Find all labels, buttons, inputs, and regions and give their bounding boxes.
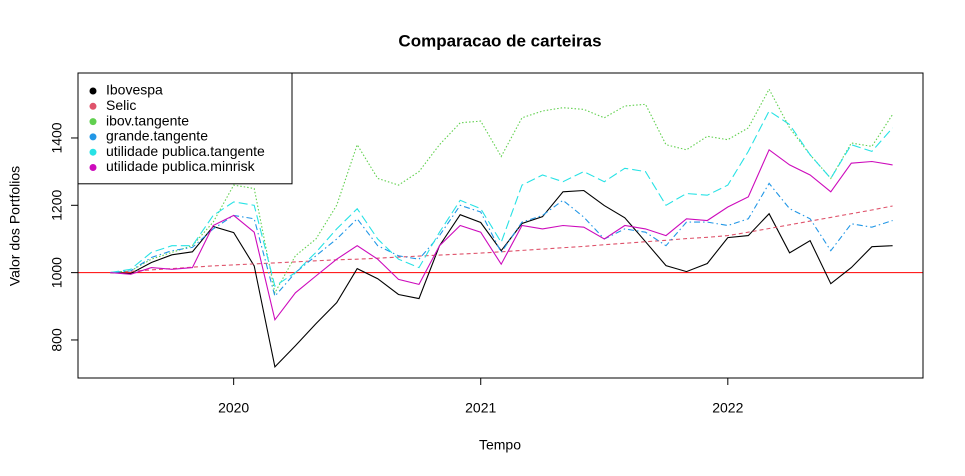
series-line xyxy=(110,189,893,369)
series-line xyxy=(110,148,893,322)
plot-area xyxy=(78,88,923,369)
legend-marker xyxy=(89,118,97,126)
y-axis-label: Valor dos Portfolios xyxy=(7,166,23,286)
y-tick-label: 1400 xyxy=(49,122,65,153)
legend-box xyxy=(77,72,293,185)
legend-marker xyxy=(89,164,97,171)
legend-label: Ibovespa xyxy=(106,82,163,98)
legend-marker xyxy=(89,102,97,110)
chart-title: Comparacao de carteiras xyxy=(398,31,601,50)
legend-label: Selic xyxy=(106,97,136,113)
legend-marker xyxy=(89,133,97,141)
series-line xyxy=(110,88,894,295)
y-tick-label: 800 xyxy=(49,328,65,352)
x-axis-label: Tempo xyxy=(479,437,521,453)
legend-label: utilidade publica.tangente xyxy=(106,143,265,159)
legend-marker xyxy=(89,148,97,156)
series-line xyxy=(110,205,893,274)
legend-label: grande.tangente xyxy=(106,128,208,144)
series-line xyxy=(110,182,893,298)
legend-label: ibov.tangente xyxy=(106,112,189,128)
x-tick-label: 2020 xyxy=(218,400,249,416)
y-tick-label: 1000 xyxy=(49,257,65,288)
plot-frame xyxy=(77,72,924,379)
legend-label: utilidade publica.minrisk xyxy=(106,158,256,174)
x-tick-label: 2022 xyxy=(712,400,743,416)
x-tick-label: 2021 xyxy=(465,400,496,416)
y-tick-label: 1200 xyxy=(49,190,65,221)
legend-marker xyxy=(89,87,97,95)
series-line xyxy=(110,110,894,287)
